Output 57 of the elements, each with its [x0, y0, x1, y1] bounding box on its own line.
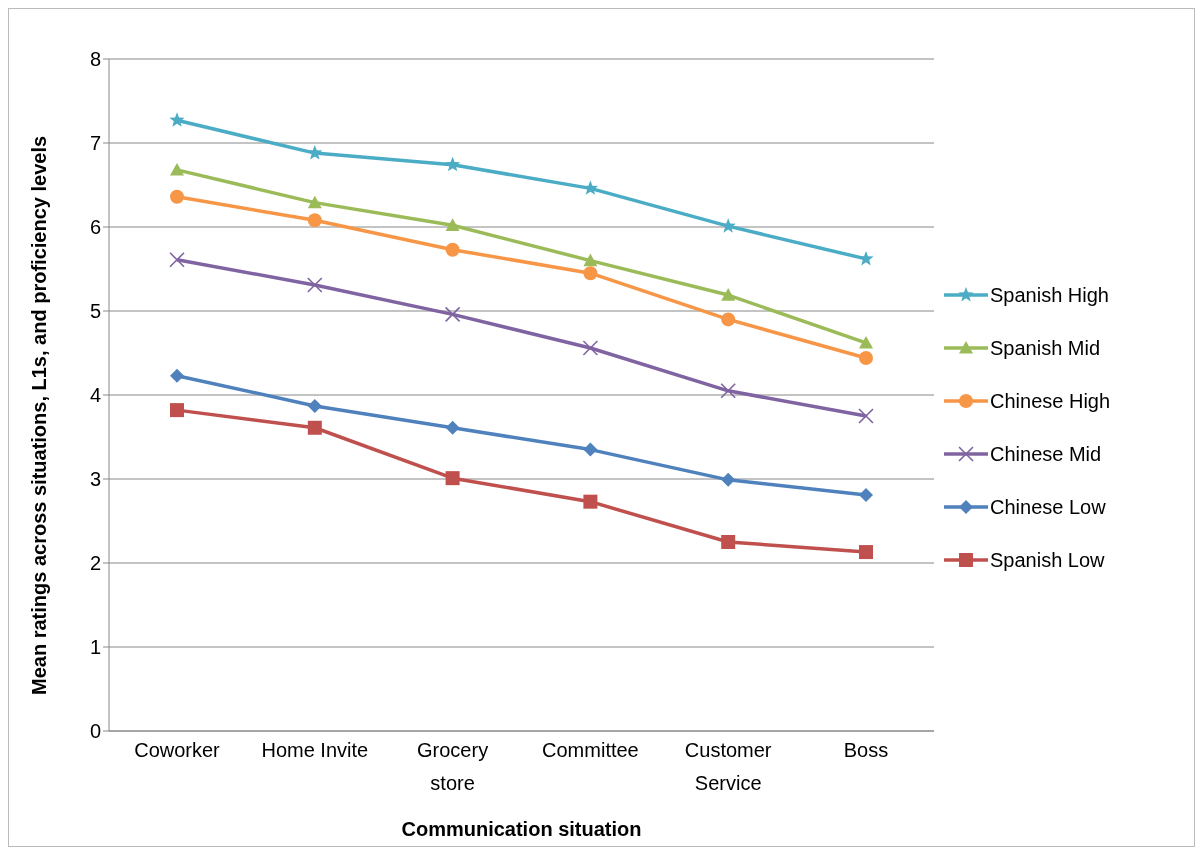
y-tick-label: 2: [89, 552, 101, 575]
y-tick-label: 8: [89, 48, 101, 71]
point: [170, 162, 184, 176]
point: [307, 213, 322, 228]
legend-label: Chinese Mid: [990, 442, 1102, 466]
y-tick-label: 3: [89, 468, 101, 491]
point: [445, 218, 460, 231]
point: [859, 335, 873, 349]
y-tick-label: 1: [89, 636, 101, 659]
point: [859, 351, 873, 366]
x-tick-label: Committee: [542, 739, 639, 761]
point: [720, 383, 736, 399]
point: [721, 472, 736, 487]
point: [582, 340, 599, 356]
point: [307, 145, 323, 160]
point: [583, 253, 598, 267]
y-tick-label: 5: [89, 300, 101, 323]
legend-label: Spanish High: [990, 283, 1109, 307]
y-tick-label: 0: [89, 720, 101, 743]
x-tick-label: Grocery store: [417, 739, 489, 794]
point: [170, 189, 184, 204]
point: [445, 471, 460, 486]
point: [307, 195, 322, 209]
point: [169, 251, 185, 268]
point: [170, 403, 184, 418]
y-tick-label: 4: [89, 384, 101, 407]
point: [444, 156, 461, 172]
legend-label: Spanish Mid: [990, 336, 1101, 360]
x-tick-label: Boss: [843, 739, 889, 761]
point: [721, 535, 736, 549]
point: [445, 242, 460, 257]
legend-label: Spanish Low: [990, 548, 1105, 572]
point: [583, 442, 598, 457]
y-tick-label: 6: [89, 216, 101, 239]
legend-label: Chinese High: [990, 389, 1111, 413]
legend-label: Chinese Low: [990, 495, 1106, 519]
x-tick-label: Home Invite: [261, 739, 369, 761]
x-tick-label: Customer Service: [684, 739, 772, 794]
point: [583, 266, 598, 281]
point: [307, 420, 322, 435]
point: [307, 398, 322, 413]
point: [859, 487, 873, 502]
point: [721, 312, 736, 327]
point: [170, 368, 184, 383]
point: [582, 180, 599, 195]
y-axis-title: Mean ratings across situations, L1s, and proficiency levels: [28, 135, 51, 695]
point: [307, 277, 323, 293]
point: [859, 545, 873, 560]
point: [721, 288, 736, 301]
point: [444, 306, 461, 323]
point: [858, 408, 874, 424]
x-axis-title: Communication situation: [401, 818, 642, 840]
point: [445, 420, 460, 435]
y-tick-label: 7: [89, 132, 101, 155]
point: [583, 494, 598, 509]
point: [169, 112, 185, 127]
x-tick-label: Coworker: [134, 739, 221, 761]
